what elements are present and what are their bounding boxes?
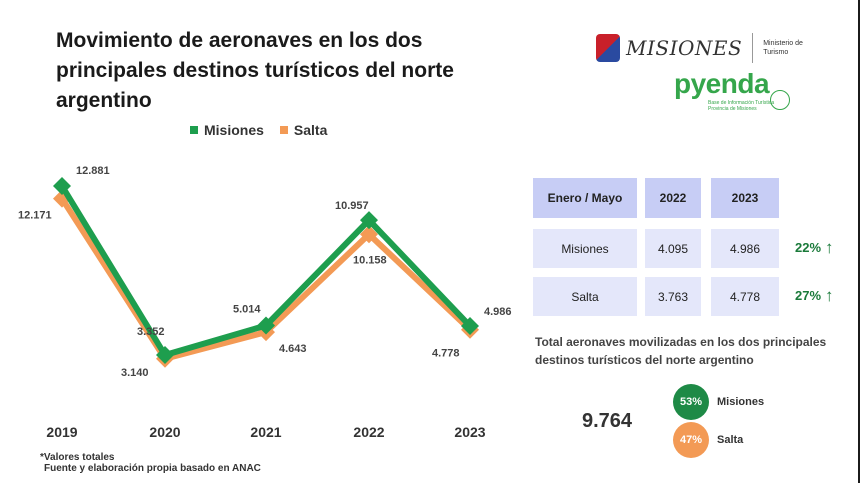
table-row-label-salta: Salta bbox=[533, 277, 637, 316]
salta-share-label: Salta bbox=[717, 434, 744, 446]
footnote-line-1: *Valores totales bbox=[40, 452, 115, 463]
legend-swatch-misiones bbox=[190, 126, 198, 134]
change-misiones-value: 22% bbox=[795, 240, 822, 255]
change-salta: 27% ↑ bbox=[795, 285, 834, 305]
page-title: Movimiento de aeronaves en los dos princ… bbox=[56, 29, 454, 112]
value-label-salta: 4.778 bbox=[432, 348, 460, 360]
value-label-misiones: 10.957 bbox=[335, 200, 369, 212]
total-number: 9.764 bbox=[582, 410, 633, 432]
misiones-share-label: Misiones bbox=[717, 396, 765, 408]
table-cell-salta-2023: 4.778 bbox=[711, 277, 779, 316]
value-label-misiones: 5.014 bbox=[233, 304, 261, 316]
misiones-logo: MISIONES Ministerio de Turismo bbox=[596, 33, 823, 63]
legend-item-misiones: Misiones bbox=[190, 122, 264, 138]
footnote: *Valores totales Fuente y elaboración pr… bbox=[40, 452, 261, 474]
value-label-salta: 4.643 bbox=[279, 343, 307, 355]
legend-label-salta: Salta bbox=[293, 122, 328, 138]
data-point-misiones bbox=[360, 211, 378, 230]
x-tick-label: 2020 bbox=[149, 424, 180, 440]
salta-share-circle: 47% bbox=[673, 422, 709, 458]
value-label-misiones: 12.881 bbox=[76, 165, 110, 177]
legend-item-salta: Salta bbox=[279, 122, 328, 138]
x-tick-label: 2022 bbox=[353, 424, 384, 440]
arrow-up-icon: ↑ bbox=[825, 237, 834, 257]
data-point-misiones bbox=[461, 317, 479, 336]
misiones-logo-word: MISIONES bbox=[626, 36, 743, 60]
change-salta-value: 27% bbox=[795, 288, 822, 303]
value-label-salta: 3.140 bbox=[121, 367, 149, 379]
footnote-line-2: Fuente y elaboración propia basado en AN… bbox=[44, 463, 261, 474]
value-label-misiones: 4.986 bbox=[484, 306, 512, 318]
data-point-misiones bbox=[156, 346, 174, 364]
x-tick-label: 2021 bbox=[250, 424, 281, 440]
misiones-share-circle: 53% bbox=[673, 384, 709, 420]
legend-label-misiones: Misiones bbox=[204, 122, 264, 138]
x-tick-label: 2023 bbox=[454, 424, 485, 440]
data-point-misiones bbox=[53, 177, 71, 195]
chart-legend: Misiones Salta bbox=[190, 122, 327, 138]
table-row-label-misiones: Misiones bbox=[533, 229, 637, 268]
table-cell-salta-2022: 3.763 bbox=[645, 277, 701, 316]
pyenda-logo-word: pyenda bbox=[674, 68, 770, 99]
value-label-salta: 10.158 bbox=[353, 254, 387, 266]
x-tick-label: 2019 bbox=[46, 424, 77, 440]
misiones-emblem-icon bbox=[596, 34, 620, 62]
table-header-2023: 2023 bbox=[711, 178, 779, 218]
data-point-misiones bbox=[257, 316, 275, 335]
table-cell-misiones-2022: 4.095 bbox=[645, 229, 701, 268]
value-label-misiones: 3.352 bbox=[137, 326, 165, 338]
value-label-salta: 12.171 bbox=[18, 210, 52, 222]
logo-divider bbox=[752, 33, 754, 63]
table-header-period: Enero / Mayo bbox=[533, 178, 637, 218]
pyenda-logo-sub: Base de Información Turística Provincia … bbox=[708, 100, 775, 112]
legend-swatch-salta bbox=[279, 126, 288, 134]
pyenda-logo: pyenda Base de Información Turística Pro… bbox=[674, 68, 790, 112]
globe-icon bbox=[770, 90, 790, 110]
table-cell-misiones-2023: 4.986 bbox=[711, 229, 779, 268]
line-chart: 12.881 3.352 5.014 10.957 4.986 12.171 3.140 4.… bbox=[18, 165, 512, 440]
table-header-2022: 2022 bbox=[645, 178, 701, 218]
arrow-up-icon: ↑ bbox=[825, 285, 834, 305]
total-description: Total aeronaves movilizadas en los dos p… bbox=[535, 335, 827, 367]
misiones-logo-sub: Ministerio de Turismo bbox=[763, 40, 803, 56]
change-misiones: 22% ↑ bbox=[795, 237, 834, 257]
data-point-salta bbox=[360, 225, 378, 244]
